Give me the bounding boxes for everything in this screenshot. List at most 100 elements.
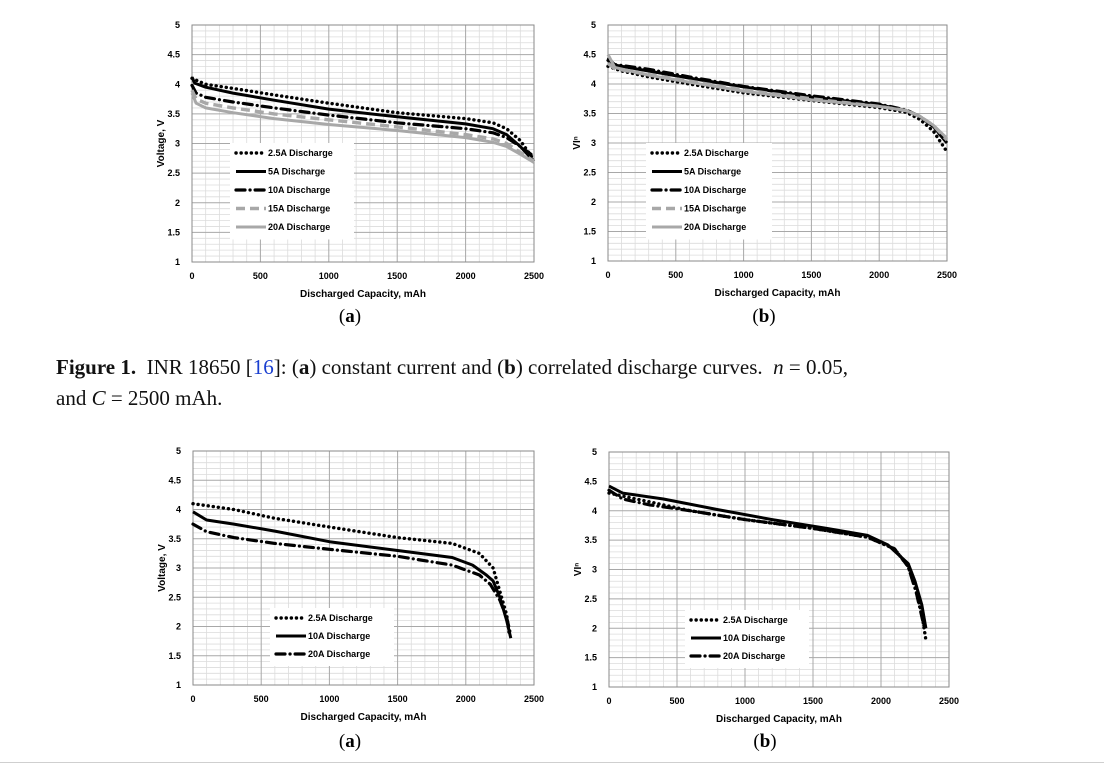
x-tick-label: 2500 <box>524 694 544 704</box>
legend-entry: 2.5A Discharge <box>268 148 333 158</box>
y-tick-label: 4.5 <box>584 476 597 486</box>
y-tick-label: 2.5 <box>584 594 597 604</box>
x-tick-label: 2000 <box>869 270 889 280</box>
series-line-15a-discharge <box>190 89 535 163</box>
x-tick-label: 0 <box>189 271 194 281</box>
y-tick-label: 2 <box>591 197 596 207</box>
legend-entry: 20A Discharge <box>723 651 785 661</box>
x-tick-label: 500 <box>253 271 268 281</box>
panel-label: (a) <box>339 731 361 752</box>
x-tick-label: 1000 <box>735 696 755 706</box>
x-tick-label: 2500 <box>939 696 959 706</box>
x-tick-label: 1500 <box>387 271 407 281</box>
figure-1-caption: Figure 1. INR 18650 [16]: (a) constant c… <box>56 352 1056 414</box>
chart-bottom-a: 0 500 1000 1500 2000 2500 1 1.5 2 2.5 3 3.5 4 4.5 5 Dis… <box>157 446 544 752</box>
legend-entry: 5A Discharge <box>684 167 741 177</box>
y-tick-label: 3.5 <box>584 535 597 545</box>
y-tick-label: 4 <box>591 79 596 89</box>
figure-label: Figure 1. <box>56 355 137 379</box>
legend: 2.5A Discharge 10A Discharge 20A Discharge <box>270 608 394 666</box>
legend-entry: 5A Discharge <box>268 167 325 177</box>
x-tick-label: 500 <box>254 694 269 704</box>
x-tick-label: 0 <box>190 694 195 704</box>
chart-top-b: 0 500 1000 1500 2000 2500 1 1.5 2 2.5 3 3.5 4 4.5 5 Dis… <box>572 20 957 327</box>
y-tick-label: 3 <box>176 563 181 573</box>
chart-top-a: 0 500 1000 1500 2000 2500 1 1.5 2 2.5 3 3.5 4 4.5 5 Dis… <box>156 20 544 327</box>
plot-frame <box>192 450 535 686</box>
y-tick-label: 4 <box>176 505 181 515</box>
x-tick-label: 1500 <box>801 270 821 280</box>
y-tick-label: 5 <box>175 20 180 30</box>
y-tick-label: 3.5 <box>168 534 181 544</box>
x-tick-label: 2000 <box>456 694 476 704</box>
legend-entry: 20A Discharge <box>308 649 370 659</box>
series-line-10a-discharge <box>190 83 536 159</box>
y-tick-label: 3 <box>175 139 180 149</box>
x-tick-label: 1000 <box>319 694 339 704</box>
legend-entry: 2.5A Discharge <box>308 613 373 623</box>
y-tick-label: 3.5 <box>167 109 180 119</box>
x-axis-label: Discharged Capacity, mAh <box>716 714 842 725</box>
legend-entry: 20A Discharge <box>268 222 330 232</box>
x-tick-label: 0 <box>605 270 610 280</box>
panel-label: (a) <box>339 306 361 327</box>
y-tick-label: 1.5 <box>168 651 181 661</box>
legend-entry: 15A Discharge <box>268 204 330 214</box>
y-axis-label: Voltage, V <box>156 119 167 167</box>
series-line-20a-discharge <box>190 92 535 164</box>
panel-label: (b) <box>753 731 776 752</box>
y-tick-label: 5 <box>592 447 597 457</box>
y-tick-label: 1 <box>175 257 180 267</box>
x-tick-label: 2000 <box>456 271 476 281</box>
y-tick-label: 5 <box>176 446 181 456</box>
y-tick-label: 4.5 <box>167 50 180 60</box>
caption-n-symbol: n <box>773 355 784 379</box>
y-tick-label: 1 <box>592 682 597 692</box>
chart-bottom-b: 0 500 1000 1500 2000 2500 1 1.5 2 2.5 3 3.5 4 4.5 5 Dis… <box>573 447 959 752</box>
caption-text-2: ]: ( <box>273 355 299 379</box>
y-tick-label: 4.5 <box>583 50 596 60</box>
panel-label: (b) <box>752 306 775 327</box>
caption-n-value: = 0.05, <box>783 355 848 379</box>
caption-ref-link[interactable]: 16 <box>252 355 274 379</box>
caption-text-1: INR 18650 [ <box>146 355 253 379</box>
caption-c-symbol: C <box>91 386 106 410</box>
legend-entry: 2.5A Discharge <box>723 615 788 625</box>
legend: 2.5A Discharge 5A Discharge 10A Discharge 1… <box>646 143 772 240</box>
y-tick-label: 3 <box>592 565 597 575</box>
x-axis-label: Discharged Capacity, mAh <box>301 712 427 723</box>
series-line-20a-discharge <box>607 488 927 630</box>
caption-part-a: a <box>298 355 310 379</box>
y-tick-label: 2.5 <box>168 592 181 602</box>
x-tick-label: 0 <box>606 696 611 706</box>
y-tick-label: 1 <box>176 680 181 690</box>
y-tick-label: 1 <box>591 256 596 266</box>
y-tick-label: 4 <box>592 506 597 516</box>
y-tick-label: 5 <box>591 20 596 30</box>
y-tick-label: 1.5 <box>584 653 597 663</box>
series-line-5a-discharge <box>190 76 536 163</box>
legend: 2.5A Discharge 5A Discharge 10A Discharge 1… <box>230 143 354 240</box>
y-axis-label: VIⁿ <box>573 563 584 576</box>
y-tick-label: 4.5 <box>168 475 181 485</box>
y-axis-label: Voltage, V <box>157 544 168 592</box>
x-axis-label: Discharged Capacity, mAh <box>715 288 841 299</box>
x-tick-label: 2000 <box>871 696 891 706</box>
series-line-10a-discharge <box>608 484 928 629</box>
legend-entry: 10A Discharge <box>684 185 746 195</box>
legend-entry: 10A Discharge <box>268 185 330 195</box>
y-tick-label: 1.5 <box>167 227 180 237</box>
x-tick-label: 1500 <box>388 694 408 704</box>
legend-entry: 15A Discharge <box>684 204 746 214</box>
x-tick-label: 2500 <box>937 270 957 280</box>
x-tick-label: 1500 <box>803 696 823 706</box>
y-tick-label: 4 <box>175 79 180 89</box>
caption-line2-prefix: and <box>56 386 92 410</box>
series-line-20a-discharge <box>191 522 513 637</box>
series-line-10a-discharge <box>192 510 513 639</box>
legend-entry: 20A Discharge <box>684 222 746 232</box>
caption-c-value: = 2500 mAh. <box>105 386 223 410</box>
legend: 2.5A Discharge 10A Discharge 20A Discharge <box>685 610 809 668</box>
page-bottom-rule <box>0 762 1104 763</box>
